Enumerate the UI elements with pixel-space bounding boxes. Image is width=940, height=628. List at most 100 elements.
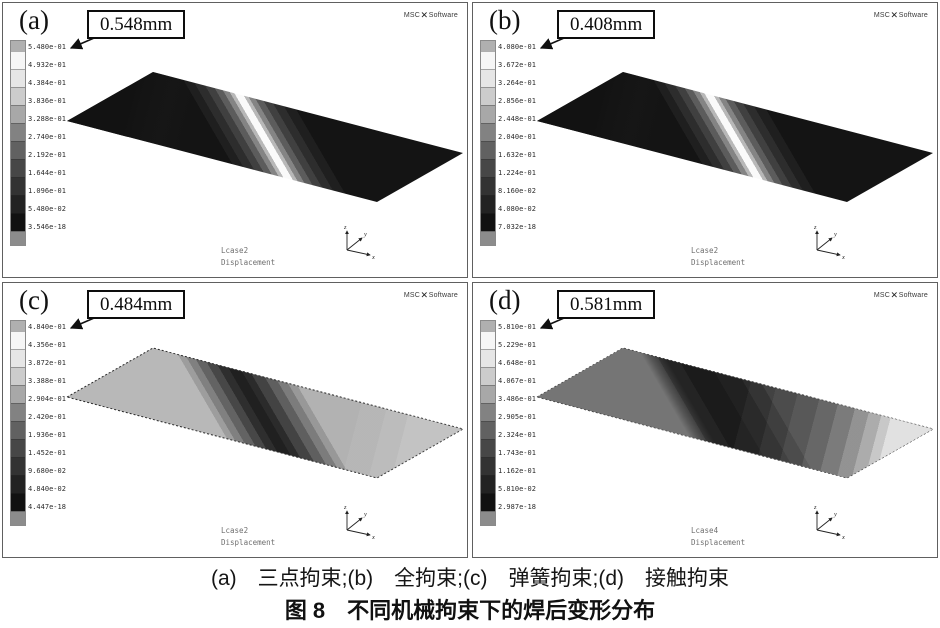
colorbar-segment	[11, 385, 25, 403]
logo-msc-text: MSC	[403, 12, 421, 19]
result-type-label: Displacement	[691, 258, 746, 267]
legend-value: 4.067e-01	[498, 377, 536, 385]
result-type-label: Displacement	[221, 538, 276, 547]
loadcase-label: Lcase2	[691, 246, 719, 255]
colorbar-segment	[481, 321, 495, 331]
msc-software-logo: MSC✕Software	[404, 10, 458, 21]
legend-value: 4.840e-01	[28, 323, 66, 331]
deformation-plot-c: z y x	[65, 314, 465, 541]
legend-value: 3.264e-01	[498, 79, 536, 87]
colorbar-segment	[11, 141, 25, 159]
panel-a: z y x (a) 0.548mm MSC✕Software 5.480e-01…	[2, 2, 468, 278]
legend-value: 1.096e-01	[28, 187, 66, 195]
deformation-plot-b: z y x	[537, 34, 933, 261]
colorbar-segment	[11, 41, 25, 51]
legend-value: 1.936e-01	[28, 431, 66, 439]
legend-value: 2.040e-01	[498, 133, 536, 141]
axis-y-label: y	[363, 511, 367, 518]
colorbar-segment	[11, 421, 25, 439]
colorbar-segment	[481, 105, 495, 123]
colorbar-segment	[481, 213, 495, 231]
axis-triad-icon: z y x	[813, 224, 845, 261]
panel-b: z y x (b) 0.408mm MSC✕Software 4.080e-01…	[472, 2, 938, 278]
panel-label: (b)	[489, 5, 521, 35]
fringe-colorbar	[10, 320, 26, 526]
colorbar-segment	[11, 367, 25, 385]
logo-software-text: Software	[428, 292, 458, 299]
legend-value: 4.648e-01	[498, 359, 536, 367]
colorbar-segment	[11, 123, 25, 141]
legend-value: 4.840e-02	[28, 485, 66, 493]
msc-software-logo: MSC✕Software	[874, 10, 928, 21]
max-displacement-callout: 0.548mm	[87, 10, 186, 39]
colorbar-segment	[11, 331, 25, 349]
axis-y-label: y	[363, 231, 367, 238]
fringe-colorbar	[10, 40, 26, 246]
subcaption: (a) 三点拘束;(b) 全拘束;(c) 弹簧拘束;(d) 接触拘束	[211, 567, 729, 590]
colorbar-segment	[481, 403, 495, 421]
colorbar-segment	[11, 51, 25, 69]
colorbar-segment	[481, 177, 495, 195]
legend-value: 8.160e-02	[498, 187, 536, 195]
legend-value: 1.162e-01	[498, 467, 536, 475]
legend-value: 5.229e-01	[498, 341, 536, 349]
legend-value: 4.384e-01	[28, 79, 66, 87]
logo-msc-text: MSC	[873, 292, 891, 299]
legend-value: 2.448e-01	[498, 115, 536, 123]
max-displacement-callout: 0.408mm	[557, 10, 656, 39]
legend-value: 4.356e-01	[28, 341, 66, 349]
colorbar-segment	[11, 439, 25, 457]
plate-contour-bottom-lighten	[537, 348, 933, 478]
legend-value: 5.810e-01	[498, 323, 536, 331]
colorbar-segment	[481, 475, 495, 493]
legend-value: 2.324e-01	[498, 431, 536, 439]
deformation-plot-d: z y x	[535, 314, 935, 541]
plate-contour-fade	[67, 72, 463, 202]
legend-value: 2.420e-01	[28, 413, 66, 421]
plate-contour-fade	[537, 72, 933, 202]
msc-software-logo: MSC✕Software	[874, 290, 928, 301]
legend-value: 1.743e-01	[498, 449, 536, 457]
colorbar-segment	[481, 385, 495, 403]
legend-value: 4.080e-02	[498, 205, 536, 213]
legend-value: 3.288e-01	[28, 115, 66, 123]
colorbar-segment	[481, 367, 495, 385]
fringe-legend-values: 5.810e-01 5.229e-01 4.648e-01 4.067e-01 3.48…	[498, 323, 550, 523]
axis-z-label: z	[343, 224, 347, 231]
colorbar-segment	[11, 511, 25, 525]
logo-software-text: Software	[428, 12, 458, 19]
axis-z-label: z	[813, 504, 817, 511]
colorbar-segment	[11, 69, 25, 87]
legend-value: 5.810e-02	[498, 485, 536, 493]
legend-value: 4.447e-18	[28, 503, 66, 511]
legend-value: 2.740e-01	[28, 133, 66, 141]
axis-x-label: x	[371, 254, 375, 261]
msc-x-icon: ✕	[890, 10, 899, 20]
logo-software-text: Software	[898, 292, 928, 299]
colorbar-segment	[481, 195, 495, 213]
legend-value: 5.480e-01	[28, 43, 66, 51]
plate-contour-lighten	[67, 348, 463, 478]
colorbar-segment	[11, 87, 25, 105]
legend-value: 3.672e-01	[498, 61, 536, 69]
result-type-label: Displacement	[691, 538, 746, 547]
axis-y-label: y	[833, 511, 837, 518]
colorbar-segment	[11, 213, 25, 231]
max-displacement-callout: 0.484mm	[87, 290, 186, 319]
logo-software-text: Software	[898, 12, 928, 19]
legend-value: 1.632e-01	[498, 151, 536, 159]
panel-label: (c)	[19, 285, 49, 315]
legend-value: 3.486e-01	[498, 395, 536, 403]
fringe-legend-values: 4.080e-01 3.672e-01 3.264e-01 2.856e-01 2.44…	[498, 43, 550, 243]
colorbar-segment	[481, 511, 495, 525]
axis-z-label: z	[813, 224, 817, 231]
legend-value: 2.856e-01	[498, 97, 536, 105]
colorbar-segment	[481, 41, 495, 51]
loadcase-label: Lcase2	[221, 526, 249, 535]
panel-d: z y x (d) 0.581mm MSC✕Software 5.810e-01…	[472, 282, 938, 558]
fringe-colorbar	[480, 320, 496, 526]
max-displacement-callout: 0.581mm	[557, 290, 656, 319]
legend-value: 1.644e-01	[28, 169, 66, 177]
axis-triad-icon: z y x	[813, 504, 845, 541]
